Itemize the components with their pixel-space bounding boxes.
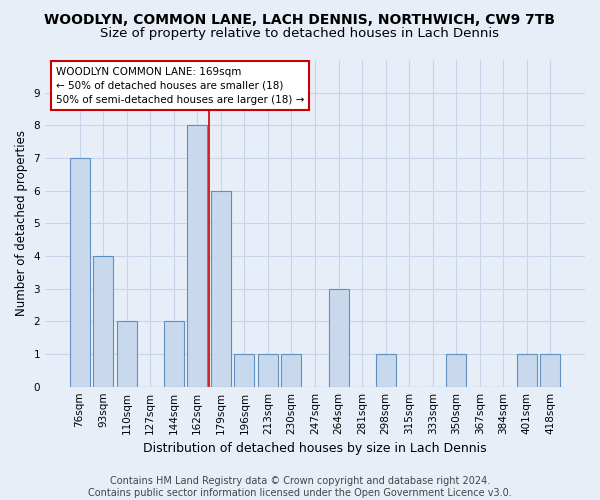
Bar <box>116 322 137 386</box>
Bar <box>70 158 89 386</box>
Text: Size of property relative to detached houses in Lach Dennis: Size of property relative to detached ho… <box>101 28 499 40</box>
Bar <box>376 354 395 386</box>
Bar <box>446 354 466 386</box>
Bar <box>517 354 537 386</box>
X-axis label: Distribution of detached houses by size in Lach Dennis: Distribution of detached houses by size … <box>143 442 487 455</box>
Text: WOODLYN, COMMON LANE, LACH DENNIS, NORTHWICH, CW9 7TB: WOODLYN, COMMON LANE, LACH DENNIS, NORTH… <box>44 12 556 26</box>
Bar <box>258 354 278 386</box>
Bar <box>235 354 254 386</box>
Bar <box>211 190 231 386</box>
Text: WOODLYN COMMON LANE: 169sqm
← 50% of detached houses are smaller (18)
50% of sem: WOODLYN COMMON LANE: 169sqm ← 50% of det… <box>56 66 304 104</box>
Bar <box>329 288 349 386</box>
Bar <box>187 126 208 386</box>
Bar <box>541 354 560 386</box>
Y-axis label: Number of detached properties: Number of detached properties <box>15 130 28 316</box>
Bar <box>164 322 184 386</box>
Bar <box>93 256 113 386</box>
Bar <box>281 354 301 386</box>
Text: Contains HM Land Registry data © Crown copyright and database right 2024.
Contai: Contains HM Land Registry data © Crown c… <box>88 476 512 498</box>
